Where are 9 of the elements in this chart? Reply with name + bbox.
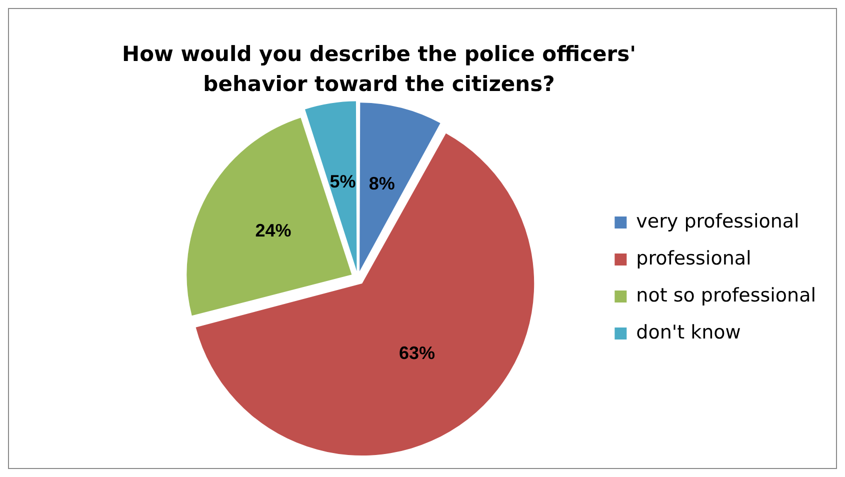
data-label: 63% [398,343,435,364]
legend-label: professional [636,247,752,270]
legend-label: very professional [636,210,800,232]
legend-label: don't know [636,321,741,344]
legend-label: not so professional [636,284,816,306]
data-label: 5% [330,172,356,192]
data-label: 24% [255,220,292,240]
chart-title: How would you describe the police officers' behavior toward the citizens? [121,41,637,98]
data-label: 8% [368,174,395,194]
